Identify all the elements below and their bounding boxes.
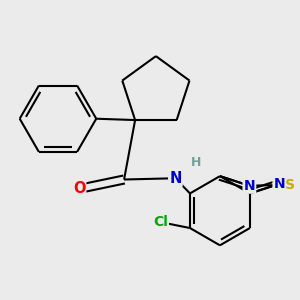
Text: O: O xyxy=(73,182,85,196)
Text: N: N xyxy=(274,177,285,191)
Text: H: H xyxy=(191,156,201,169)
Text: Cl: Cl xyxy=(153,215,168,229)
Text: S: S xyxy=(285,178,295,192)
Text: N: N xyxy=(244,179,255,193)
Text: N: N xyxy=(169,171,182,186)
